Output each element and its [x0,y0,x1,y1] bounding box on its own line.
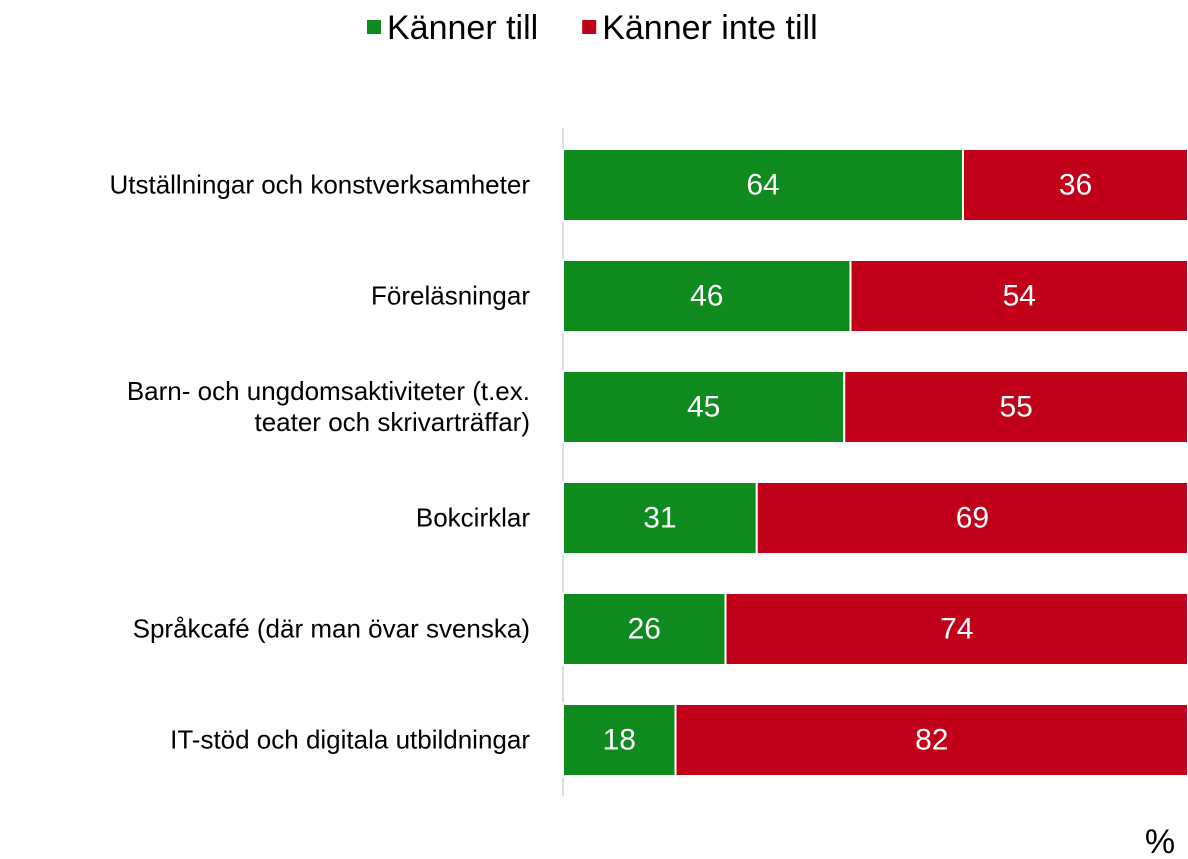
legend-swatch [582,20,597,34]
legend-swatch [367,20,381,34]
category-label: Föreläsningar [371,280,530,311]
bar-segment [843,370,1188,444]
bar-segment [562,703,677,777]
bar-segment [674,703,1188,777]
x-axis-label: % [1145,823,1175,859]
value-label: 31 [643,502,676,535]
bar-segment [724,592,1188,666]
value-label: 69 [956,502,989,535]
bar-segment [562,148,964,222]
value-label: 55 [999,391,1032,424]
category-label: Utställningar och konstverksamheter [109,169,530,200]
bar-segment [562,259,852,333]
value-label: 54 [1003,280,1036,313]
legend-label: Känner till [387,9,538,47]
bar-segment [849,259,1188,333]
value-label: 18 [603,724,636,757]
bar-segment [562,592,727,666]
category-label: Barn- och ungdomsaktiviteter (t.ex. teat… [126,376,530,437]
value-label: 82 [915,724,948,757]
value-label: 45 [687,391,720,424]
legend-label: Känner inte till [602,9,817,47]
value-label: 46 [690,280,723,313]
bar-segment [562,370,846,444]
category-label: Språkcafé (där man övar svenska) [132,613,530,644]
category-label: Bokcirklar [415,502,530,533]
value-label: 74 [940,613,973,646]
value-label: 64 [746,169,779,202]
category-label: IT-stöd och digitala utbildningar [170,724,530,755]
bar-segment [962,148,1188,222]
bar-segment [562,481,758,555]
bar-segment [755,481,1188,555]
value-label: 36 [1059,169,1092,202]
value-label: 26 [628,613,661,646]
